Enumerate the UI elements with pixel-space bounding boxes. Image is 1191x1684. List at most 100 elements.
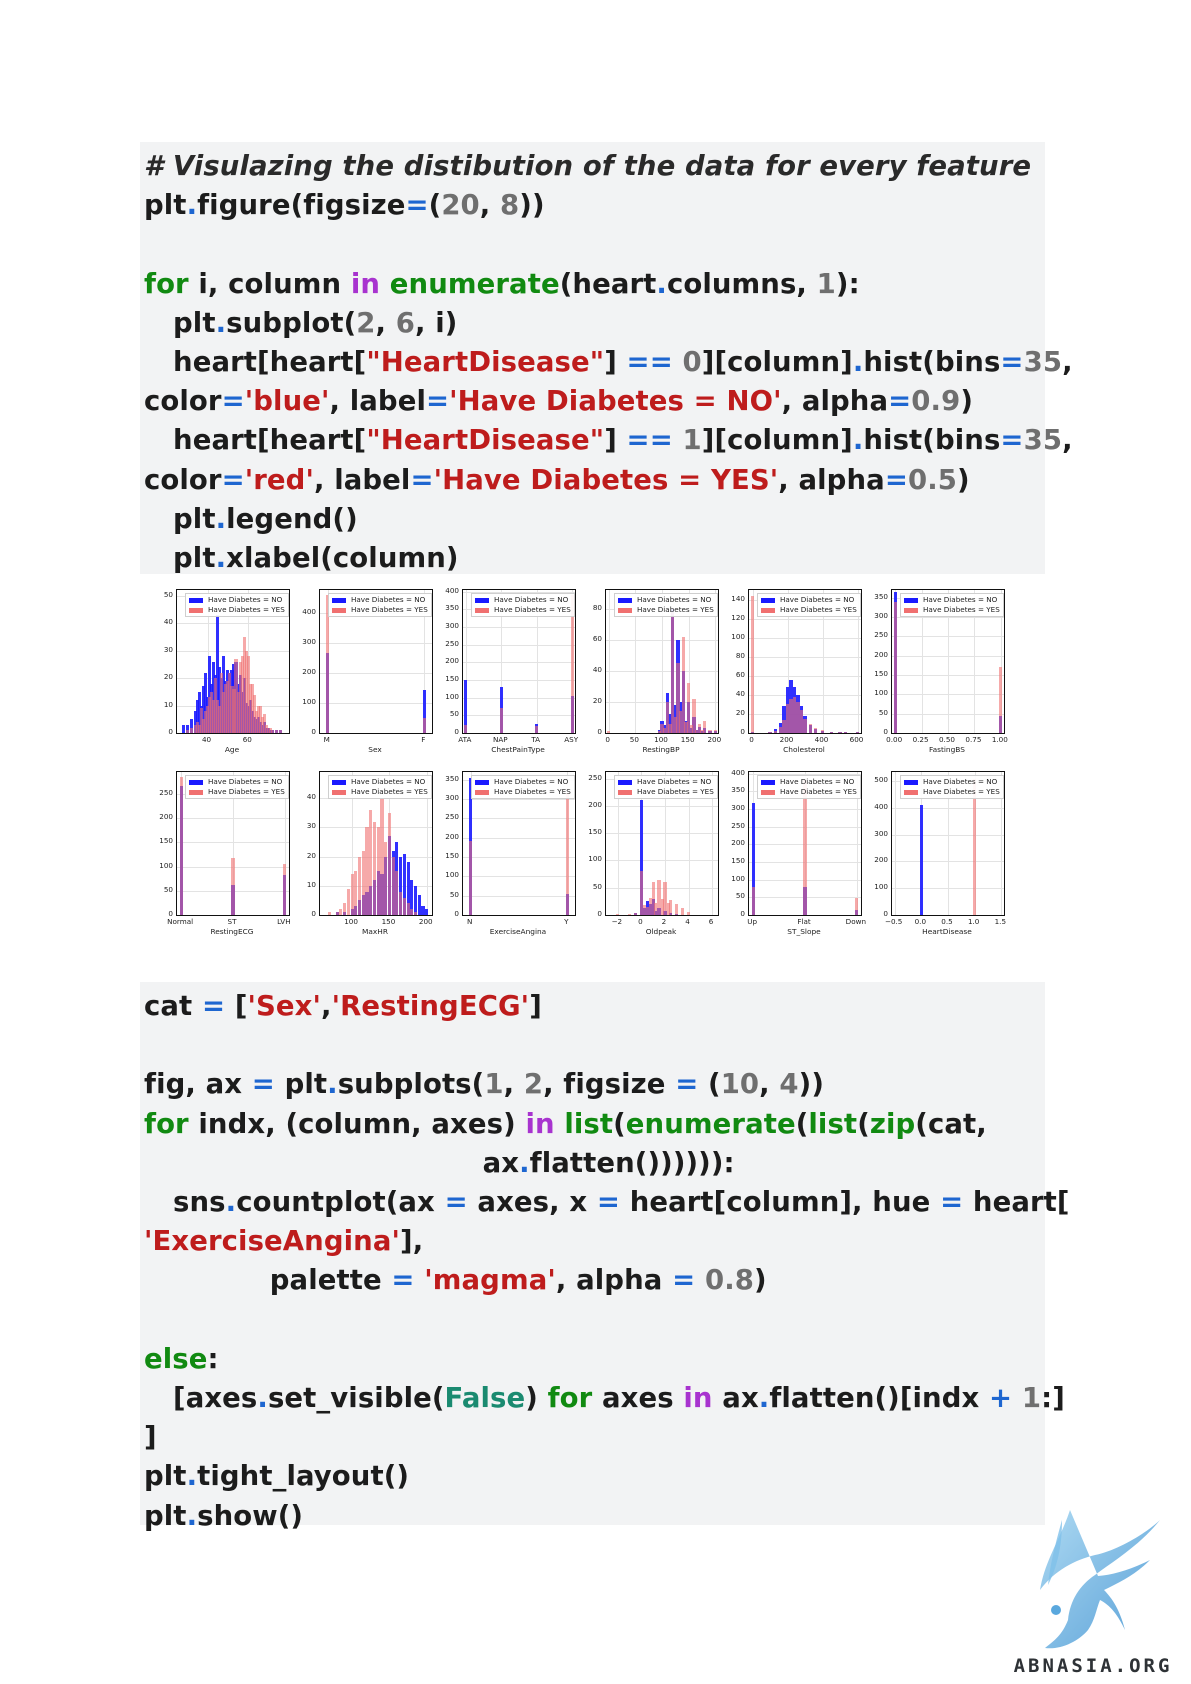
bar-no (216, 614, 220, 733)
gridline (749, 694, 861, 696)
legend-swatch (904, 597, 918, 603)
gridline (606, 860, 718, 862)
code-token: ] (144, 1421, 157, 1454)
y-tick-label: 150 (874, 669, 888, 679)
x-tick-label: 4 (685, 917, 690, 926)
bar-yes (210, 691, 214, 733)
code-token: , i) (415, 306, 458, 339)
code-line: plt.legend() (144, 501, 358, 537)
y-tick-label: 140 (731, 593, 745, 603)
code-token (673, 424, 683, 456)
histogram-restingecg: Have Diabetes = NO Have Diabetes = YES 0 50… (150, 767, 293, 949)
bar-yes (687, 683, 691, 733)
code-token: = (425, 385, 450, 418)
y-tick-label: 10 (306, 879, 316, 889)
x-tick-label: 200 (779, 735, 794, 744)
code-token: 'Have Diabetes = YES' (433, 463, 779, 496)
x-tick-label: −0.5 (884, 917, 903, 926)
gridline (1001, 772, 1003, 915)
code-token: = (201, 990, 226, 1022)
legend-label: Have Diabetes = YES (923, 605, 1000, 614)
gridline (465, 590, 467, 733)
plot-area: Have Diabetes = NO Have Diabetes = YES (748, 589, 862, 734)
y-tick-label: 100 (159, 860, 173, 870)
code-line: heart[heart["HeartDisease"] == 1][column… (144, 422, 1073, 458)
bar-no (406, 862, 410, 915)
code-token: plt (144, 542, 216, 574)
legend-item: Have Diabetes = YES (904, 605, 1000, 615)
y-tick-label: 200 (445, 656, 459, 666)
y-tick-label: 300 (874, 828, 888, 838)
plot-area: Have Diabetes = NO Have Diabetes = YES (605, 771, 719, 916)
legend-label: Have Diabetes = NO (351, 595, 426, 604)
bar-yes (220, 672, 224, 733)
y-tick-label: 80 (592, 602, 602, 612)
chart-legend: Have Diabetes = NO Have Diabetes = YES (757, 593, 861, 617)
code-token: , alpha (778, 463, 885, 496)
bar-yes (651, 882, 655, 915)
gridline (749, 618, 861, 620)
code-token (380, 268, 390, 300)
x-tick-label: 100 (344, 917, 358, 926)
code-token: . (186, 189, 198, 222)
x-tick-label: 150 (680, 735, 695, 744)
code-line: plt.tight_layout() (144, 1458, 409, 1494)
bar-yes (469, 840, 473, 915)
legend-label: Have Diabetes = NO (208, 777, 283, 786)
y-tick-label: 0 (597, 727, 602, 736)
chart-legend: Have Diabetes = NO Have Diabetes = YES (185, 775, 289, 799)
bar-yes (565, 792, 569, 915)
bar-yes (673, 717, 677, 733)
code-line: cat = ['Sex','RestingECG'] (144, 988, 542, 1024)
x-axis-label: Sex (368, 745, 382, 754)
code-token: ax (144, 1146, 520, 1179)
bar-yes (232, 689, 236, 733)
bar-no (195, 700, 199, 733)
bar-yes (708, 729, 712, 733)
bar-yes (214, 678, 218, 733)
bar-yes (218, 705, 222, 733)
y-tick-label: 0 (740, 909, 745, 918)
bar-yes (380, 798, 384, 915)
y-tick-label: 250 (159, 787, 173, 797)
bar-yes (372, 821, 377, 915)
bar-yes (271, 730, 275, 733)
x-axis-label: Oldpeak (645, 927, 677, 936)
x-tick-label: 2 (661, 917, 667, 926)
bar-yes (230, 686, 234, 733)
code-line: ] (144, 1419, 157, 1455)
bar-yes (258, 705, 263, 733)
x-tick-label: 400 (814, 735, 829, 744)
code-line: palette = 'magma', alpha = 0.8) (144, 1262, 767, 1298)
legend-item: Have Diabetes = YES (332, 787, 428, 797)
bar-yes (607, 731, 611, 733)
bar-no (193, 711, 197, 733)
bar-yes (267, 727, 271, 733)
bar-yes (679, 711, 683, 733)
histogram-oldpeak: Have Diabetes = NO Have Diabetes = YES 0 50… (579, 767, 722, 949)
legend-label: Have Diabetes = NO (780, 777, 855, 786)
gridline (892, 915, 1004, 916)
code-token: , (759, 1068, 780, 1101)
gridline (617, 772, 619, 915)
x-tick-label: F (421, 735, 426, 744)
y-tick-label: 300 (874, 611, 888, 621)
x-tick-label: 100 (654, 735, 668, 744)
y-tick-label: 150 (445, 851, 459, 861)
code-token: tight_layout() (197, 1460, 410, 1493)
code-token: flatten()))))): (529, 1146, 735, 1179)
gridline (894, 772, 896, 915)
code-token: "HeartDisease" (366, 346, 605, 378)
x-tick-label: 200 (418, 917, 433, 926)
bar-yes (189, 727, 193, 733)
bar-yes (750, 595, 755, 733)
code-token: , (503, 1068, 524, 1101)
x-tick-label: ST (227, 917, 237, 926)
histogram-exerciseangina: Have Diabetes = NO Have Diabetes = YES 0 50… (436, 767, 579, 949)
code-token: 4 (779, 1068, 799, 1101)
code-token: , (1062, 346, 1073, 378)
bar-no (201, 686, 206, 733)
bar-yes (669, 899, 673, 915)
gridline (177, 733, 289, 734)
gridline (715, 590, 717, 733)
